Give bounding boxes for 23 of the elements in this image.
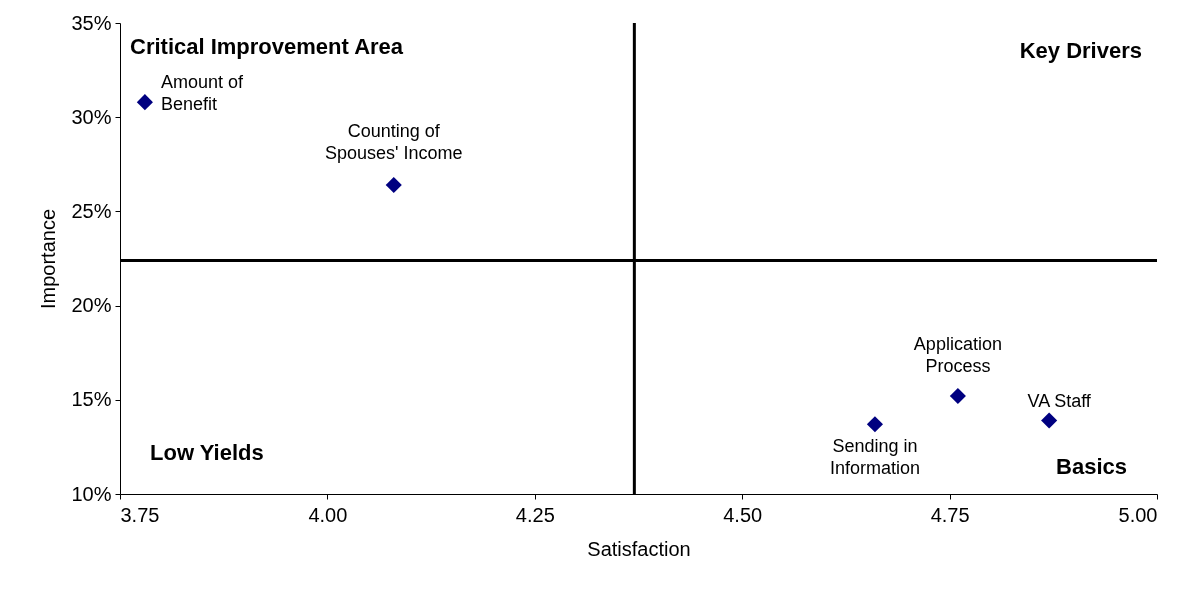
x-tick-label: 5.00 <box>1118 503 1158 526</box>
y-axis-title: Importance <box>37 208 60 310</box>
x-tick-label: 4.00 <box>308 503 348 526</box>
annotation: Key Drivers <box>1019 38 1142 63</box>
x-tick-label: 4.50 <box>723 503 763 526</box>
y-tick-label: 20% <box>71 294 112 317</box>
annotation: Amount of Benefit <box>160 72 244 115</box>
y-tick-label: 25% <box>71 199 112 222</box>
annotation: Low Yields <box>150 440 264 465</box>
y-tick-label: 35% <box>71 11 112 34</box>
annotation: Basics <box>1056 454 1127 479</box>
y-tick-label: 30% <box>71 105 112 128</box>
x-axis-title: Satisfaction <box>587 537 691 560</box>
y-tick-label: 15% <box>71 388 112 411</box>
x-tick-label: 4.75 <box>930 503 970 526</box>
annotation: Sending in Information <box>829 436 920 479</box>
annotation: Counting of Spouses' Income <box>325 121 463 164</box>
annotation: Application Process <box>913 334 1002 377</box>
x-tick-label: 4.25 <box>515 503 555 526</box>
y-tick-label: 10% <box>71 482 112 505</box>
x-tick-label: 3.75 <box>120 503 160 526</box>
annotation: VA Staff <box>1027 390 1092 411</box>
annotation: Critical Improvement Area <box>130 34 404 59</box>
